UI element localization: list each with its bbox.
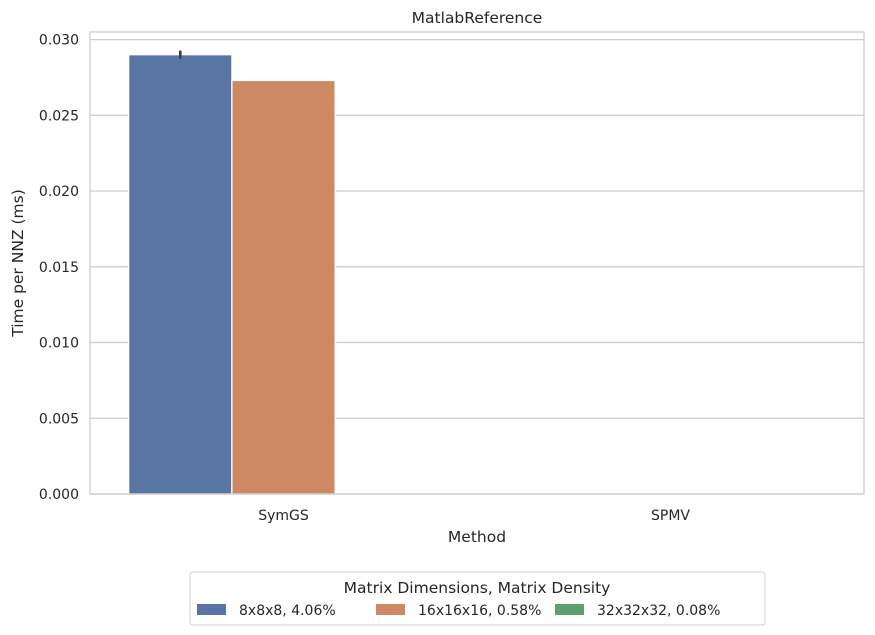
y-tick-label: 0.025 xyxy=(39,108,79,124)
bars xyxy=(128,50,336,495)
legend-swatch xyxy=(555,604,584,615)
legend-label: 32x32x32, 0.08% xyxy=(597,603,720,619)
y-tick-labels: 0.000 0.005 0.010 0.015 0.020 0.025 0.030 xyxy=(39,33,79,503)
y-tick-label: 0.020 xyxy=(39,184,79,200)
bar xyxy=(231,79,336,495)
legend-label: 16x16x16, 0.58% xyxy=(418,603,541,619)
y-tick-label: 0.010 xyxy=(39,336,79,352)
x-tick-label: SPMV xyxy=(651,508,690,524)
y-tick-label: 0.030 xyxy=(39,33,79,49)
y-tick-label: 0.005 xyxy=(39,411,79,427)
y-tick-label: 0.015 xyxy=(39,260,79,276)
legend-frame xyxy=(189,571,766,626)
bar xyxy=(128,54,233,495)
y-tick-label: 0.000 xyxy=(39,487,79,503)
y-axis-title: Time per NNZ (ms) xyxy=(9,189,27,338)
legend-title: Matrix Dimensions, Matrix Density xyxy=(344,579,611,597)
legend-items: 8x8x8, 4.06% 16x16x16, 0.58% 32x32x32, 0.0… xyxy=(197,603,720,619)
plot-frame xyxy=(89,31,865,495)
x-tick-labels: SymGS SPMV xyxy=(258,508,690,524)
chart-title: MatlabReference xyxy=(412,9,543,27)
legend-swatch xyxy=(376,604,405,615)
legend-swatch xyxy=(197,604,226,615)
legend-label: 8x8x8, 4.06% xyxy=(239,603,336,619)
x-tick-label: SymGS xyxy=(258,508,309,524)
x-axis-title: Method xyxy=(448,528,506,546)
legend: Matrix Dimensions, Matrix Density 8x8x8,… xyxy=(189,571,766,626)
